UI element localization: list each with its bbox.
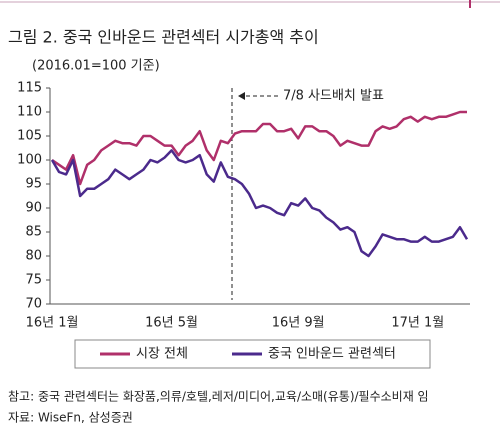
y-tick-label: 70: [25, 297, 42, 312]
note: 참고: 중국 관련섹터는 화장품,의류/호텔,레저/미디어,교육/소매(유통)/…: [8, 390, 429, 404]
x-tick-label: 16년 1월: [26, 316, 79, 331]
y-tick-label: 100: [17, 153, 42, 168]
chart-subtitle: (2016.01=100 기준): [32, 59, 160, 74]
y-tick-label: 110: [17, 105, 42, 120]
x-tick-label: 17년 1월: [391, 316, 444, 331]
y-tick-label: 85: [25, 225, 42, 240]
y-tick-label: 115: [17, 81, 42, 96]
legend-box: [74, 339, 431, 369]
legend-label: 시장 전체: [136, 347, 188, 362]
y-tick-label: 95: [25, 177, 42, 192]
annotation: 7/8 사드배치 발표: [283, 89, 384, 104]
y-tick-label: 90: [25, 201, 42, 216]
y-tick-label: 105: [17, 129, 42, 144]
legend-label: 중국 인바운드 관련섹터: [268, 347, 396, 362]
x-tick-label: 16년 9월: [272, 316, 325, 331]
x-tick-label: 16년 5월: [145, 316, 198, 331]
arrow-head: [238, 92, 245, 100]
source: 자료: WiseFn, 삼성증권: [8, 411, 133, 425]
y-tick-label: 75: [25, 273, 42, 288]
y-tick-label: 80: [25, 249, 42, 264]
chart-title: 그림 2. 중국 인바운드 관련섹터 시가총액 추이: [8, 28, 319, 47]
series-line: [51, 110, 467, 186]
series-line: [50, 149, 469, 258]
